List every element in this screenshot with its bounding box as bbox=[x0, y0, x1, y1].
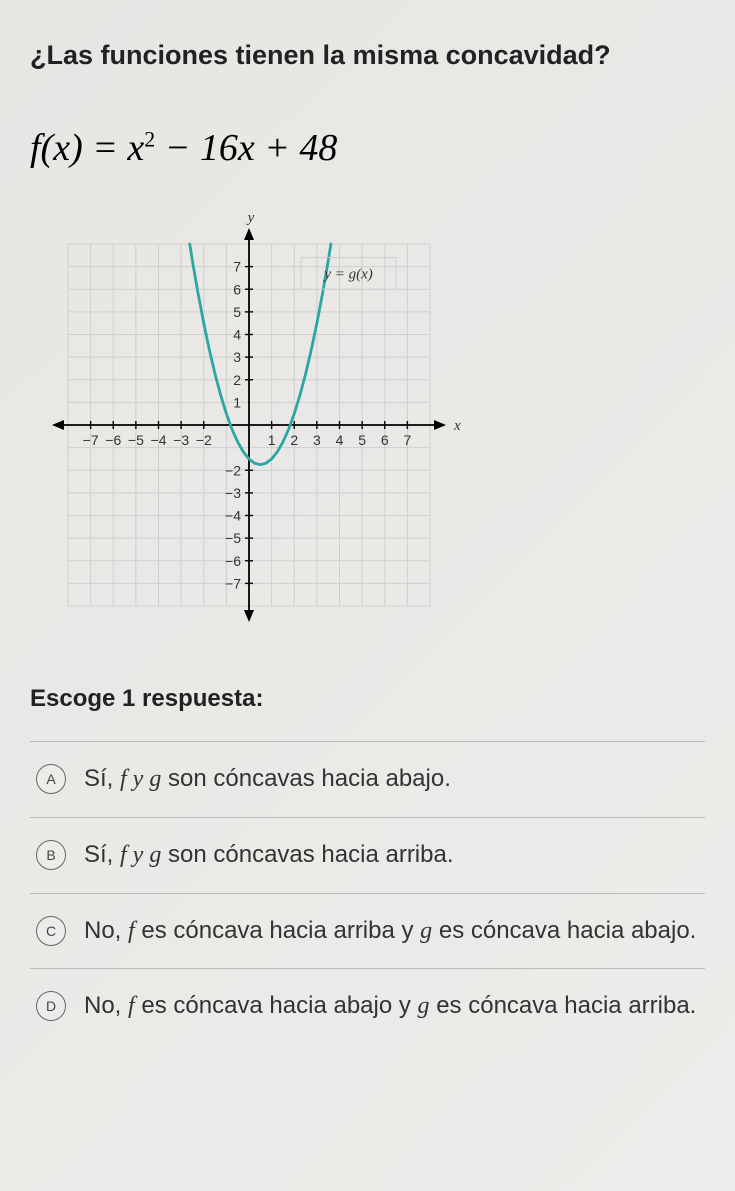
svg-text:5: 5 bbox=[233, 304, 241, 320]
svg-text:−2: −2 bbox=[225, 462, 241, 478]
svg-text:−7: −7 bbox=[225, 575, 241, 591]
options-list: A Sí, f y g son cóncavas hacia abajo. B … bbox=[30, 741, 705, 1044]
option-d-fn: f bbox=[128, 993, 135, 1019]
formula-rhs: x2 − 16x + 48 bbox=[127, 127, 337, 169]
option-a-prefix: Sí, bbox=[84, 765, 120, 792]
svg-text:6: 6 bbox=[381, 432, 389, 448]
formula-eq: = bbox=[83, 127, 128, 169]
svg-text:6: 6 bbox=[233, 281, 241, 297]
svg-text:7: 7 bbox=[233, 259, 241, 275]
svg-text:y: y bbox=[246, 210, 255, 226]
option-a-text: Sí, f y g son cóncavas hacia abajo. bbox=[84, 762, 451, 797]
radio-c[interactable]: C bbox=[36, 916, 66, 946]
option-c[interactable]: C No, f es cóncava hacia arriba y g es c… bbox=[30, 893, 705, 969]
option-c-prefix: No, bbox=[84, 917, 128, 944]
option-c-fn2: g bbox=[420, 918, 432, 944]
svg-text:y = g(x): y = g(x) bbox=[322, 266, 372, 282]
option-a[interactable]: A Sí, f y g son cóncavas hacia abajo. bbox=[30, 741, 705, 817]
option-d-fn2: g bbox=[418, 993, 430, 1019]
svg-text:−4: −4 bbox=[225, 508, 241, 524]
svg-text:−5: −5 bbox=[225, 530, 241, 546]
option-c-fn: f bbox=[128, 918, 135, 944]
option-d-mid: es cóncava hacia abajo y bbox=[135, 992, 418, 1019]
svg-text:−6: −6 bbox=[225, 553, 241, 569]
function-formula: f(x) = x2 − 16x + 48 bbox=[30, 126, 705, 170]
option-c-suffix: es cóncava hacia abajo. bbox=[432, 917, 696, 944]
svg-text:4: 4 bbox=[336, 432, 344, 448]
svg-text:3: 3 bbox=[233, 349, 241, 365]
formula-lhs: f(x) bbox=[30, 127, 83, 169]
radio-d[interactable]: D bbox=[36, 991, 66, 1021]
svg-text:4: 4 bbox=[233, 327, 241, 343]
option-d-text: No, f es cóncava hacia abajo y g es cónc… bbox=[84, 989, 696, 1024]
option-d[interactable]: D No, f es cóncava hacia abajo y g es có… bbox=[30, 968, 705, 1044]
question-title: ¿Las funciones tienen la misma concavida… bbox=[30, 40, 705, 71]
svg-text:5: 5 bbox=[358, 432, 366, 448]
choose-prompt: Escoge 1 respuesta: bbox=[30, 685, 705, 713]
svg-text:−7: −7 bbox=[83, 432, 99, 448]
svg-text:x: x bbox=[453, 418, 461, 434]
option-d-suffix: es cóncava hacia arriba. bbox=[430, 992, 697, 1019]
option-b-fn: f y g bbox=[120, 842, 161, 868]
svg-text:−3: −3 bbox=[173, 432, 189, 448]
svg-text:−5: −5 bbox=[128, 432, 144, 448]
svg-text:3: 3 bbox=[313, 432, 321, 448]
option-b-text: Sí, f y g son cóncavas hacia arriba. bbox=[84, 838, 454, 873]
radio-a[interactable]: A bbox=[36, 764, 66, 794]
option-c-mid: es cóncava hacia arriba y bbox=[135, 917, 420, 944]
option-b-suffix: son cóncavas hacia arriba. bbox=[161, 841, 453, 868]
option-d-prefix: No, bbox=[84, 992, 128, 1019]
svg-text:−6: −6 bbox=[105, 432, 121, 448]
option-b-prefix: Sí, bbox=[84, 841, 120, 868]
svg-text:−4: −4 bbox=[151, 432, 167, 448]
option-a-fn: f y g bbox=[120, 766, 161, 792]
svg-text:2: 2 bbox=[233, 372, 241, 388]
option-b[interactable]: B Sí, f y g son cóncavas hacia arriba. bbox=[30, 817, 705, 893]
svg-text:1: 1 bbox=[268, 432, 276, 448]
radio-b[interactable]: B bbox=[36, 840, 66, 870]
option-a-suffix: son cóncavas hacia abajo. bbox=[161, 765, 451, 792]
svg-text:1: 1 bbox=[233, 394, 241, 410]
svg-text:−2: −2 bbox=[196, 432, 212, 448]
svg-text:−3: −3 bbox=[225, 485, 241, 501]
option-c-text: No, f es cóncava hacia arriba y g es cón… bbox=[84, 914, 696, 949]
svg-text:7: 7 bbox=[403, 432, 411, 448]
svg-text:2: 2 bbox=[290, 432, 298, 448]
graph-chart: −7−6−5−4−3−21234567765432−2−3−4−5−6−71xy… bbox=[34, 210, 464, 640]
